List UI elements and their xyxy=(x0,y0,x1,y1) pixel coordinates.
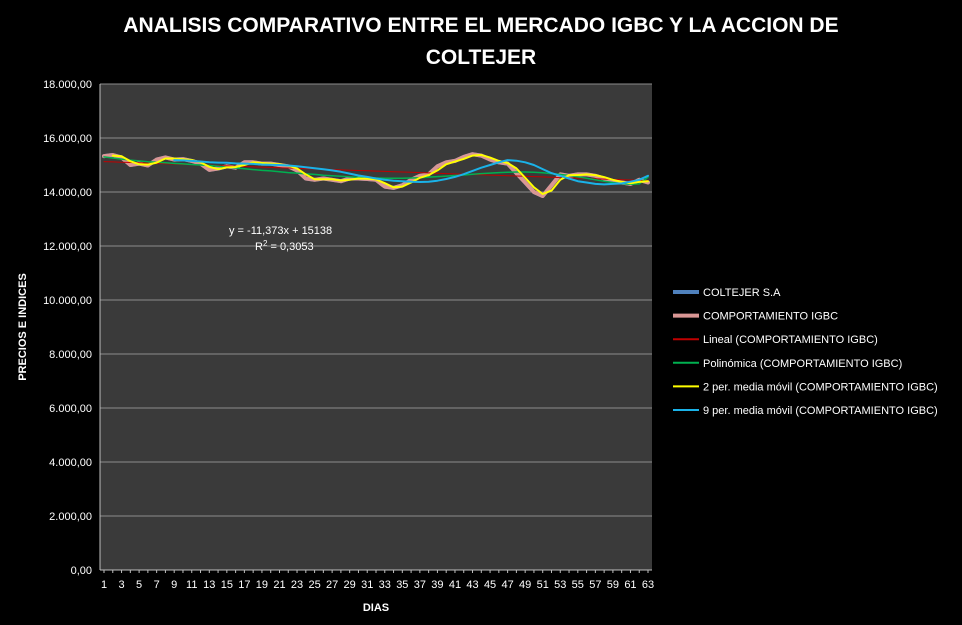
x-tick-label: 5 xyxy=(136,579,142,591)
x-tick-label: 9 xyxy=(171,579,177,591)
y-axis-label: PRECIOS E INDICES xyxy=(17,273,29,381)
series-line-4 xyxy=(111,153,649,195)
x-tick-label: 53 xyxy=(554,579,566,591)
legend-label-2: Lineal (COMPORTAMIENTO IGBC) xyxy=(703,334,878,346)
y-tick-label: 8.000,00 xyxy=(49,349,92,361)
x-tick-label: 39 xyxy=(431,579,443,591)
x-tick-label: 27 xyxy=(326,579,338,591)
chart-title: ANALISIS COMPARATIVO ENTRE EL MERCADO IG… xyxy=(0,10,962,74)
x-axis-label: DIAS xyxy=(363,602,389,614)
x-tick-label: 21 xyxy=(273,579,285,591)
x-axis-ticks: 1 3 5 7 9 11 13 15 17 19 21 23 25 27 29 31 33 35 37 39 41 43 4… xyxy=(101,570,654,591)
r-squared-label: R2 = 0,3053 xyxy=(255,239,314,253)
plot-area xyxy=(100,84,652,570)
chart-title-line-1: ANALISIS COMPARATIVO ENTRE EL MERCADO IG… xyxy=(123,14,839,37)
x-tick-label: 59 xyxy=(607,579,619,591)
x-tick-label: 11 xyxy=(186,579,197,591)
x-tick-label: 51 xyxy=(537,579,549,591)
x-tick-label: 57 xyxy=(589,579,601,591)
x-tick-label: 43 xyxy=(466,579,478,591)
y-tick-label: 10.000,00 xyxy=(43,295,92,307)
x-tick-label: 45 xyxy=(484,579,496,591)
x-tick-label: 33 xyxy=(379,579,391,591)
x-tick-label: 55 xyxy=(572,579,584,591)
x-tick-label: 41 xyxy=(449,579,461,591)
series-lines xyxy=(102,152,650,198)
y-tick-label: 16.000,00 xyxy=(43,133,92,145)
y-tick-label: 14.000,00 xyxy=(43,187,92,199)
x-tick-label: 47 xyxy=(501,579,513,591)
x-tick-label: 35 xyxy=(396,579,408,591)
y-axis-ticks: 0,00 2.000,00 4.000,00 6.000,00 8.000,00 10.0… xyxy=(43,79,92,577)
x-tick-label: 13 xyxy=(203,579,215,591)
legend-label-0: COLTEJER S.A xyxy=(703,287,781,299)
x-tick-label: 3 xyxy=(118,579,124,591)
chart-title-line-2: COLTEJER xyxy=(425,46,537,69)
series-line-5 xyxy=(173,159,649,186)
x-tick-label: 29 xyxy=(344,579,356,591)
x-tick-label: 15 xyxy=(221,579,233,591)
x-tick-label: 1 xyxy=(101,579,107,591)
x-tick-label: 23 xyxy=(291,579,303,591)
x-tick-label: 61 xyxy=(624,579,636,591)
x-tick-label: 19 xyxy=(256,579,268,591)
y-tick-label: 6.000,00 xyxy=(49,403,92,415)
legend-label-1: COMPORTAMIENTO IGBC xyxy=(703,311,838,323)
legend-label-5: 9 per. media móvil (COMPORTAMIENTO IGBC) xyxy=(703,405,938,417)
x-tick-label: 63 xyxy=(642,579,654,591)
x-tick-label: 37 xyxy=(414,579,426,591)
legend: COLTEJER S.A COMPORTAMIENTO IGBC Lineal (C… xyxy=(673,287,938,417)
y-tick-label: 0,00 xyxy=(71,565,92,577)
y-tick-label: 12.000,00 xyxy=(43,241,92,253)
y-tick-label: 2.000,00 xyxy=(49,511,92,523)
y-tick-label: 4.000,00 xyxy=(49,457,92,469)
legend-label-4: 2 per. media móvil (COMPORTAMIENTO IGBC) xyxy=(703,381,938,393)
x-tick-label: 31 xyxy=(361,579,373,591)
y-tick-label: 18.000,00 xyxy=(43,79,92,91)
trendline-equation: y = -11,373x + 15138 xyxy=(229,225,332,237)
x-tick-label: 7 xyxy=(154,579,160,591)
x-tick-label: 49 xyxy=(519,579,531,591)
legend-label-3: Polinómica (COMPORTAMIENTO IGBC) xyxy=(703,358,902,370)
x-tick-label: 25 xyxy=(308,579,320,591)
x-tick-label: 17 xyxy=(238,579,250,591)
